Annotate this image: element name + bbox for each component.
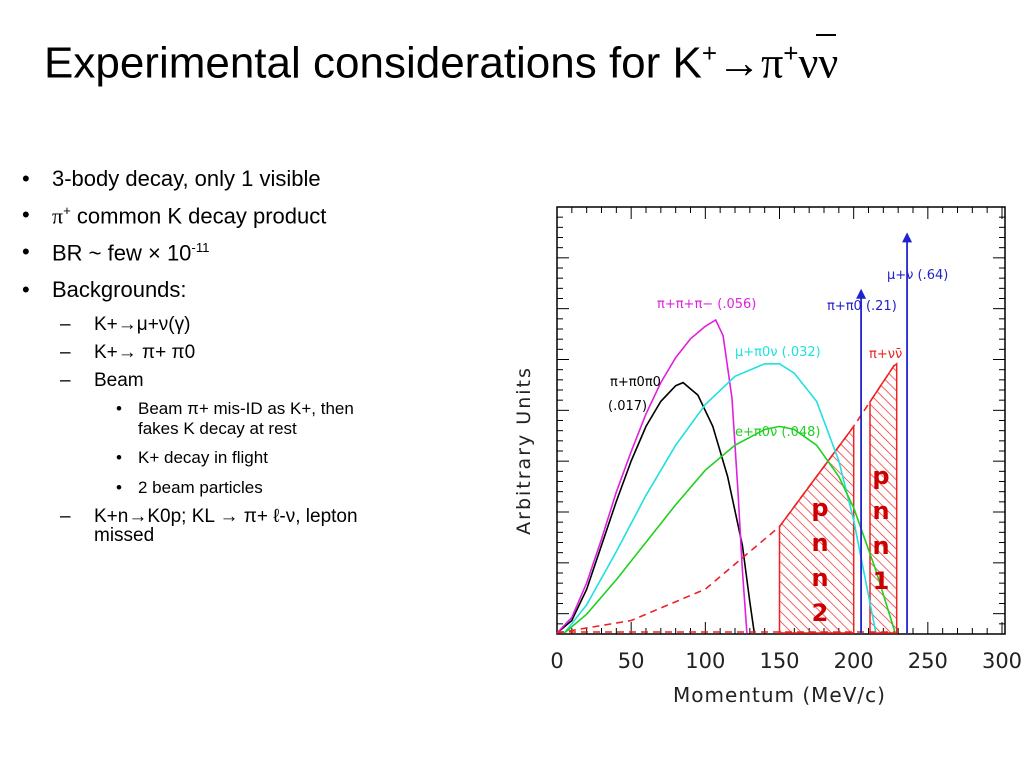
subsub-bullet-item: • 2 beam particles	[116, 477, 263, 497]
pnn1-label: p	[872, 462, 889, 490]
sub-bullet-item: – K+n→K0p; KL → π+ ℓ-ν, lepton missed	[60, 506, 358, 547]
pnn1-label: n	[872, 497, 889, 525]
title-antineutrino-bar	[816, 34, 837, 36]
title-sup-plus-2: +	[783, 38, 799, 68]
pnn2-label: n	[811, 529, 828, 557]
sub-bullet-item: – K+→μ+ν(γ)	[60, 313, 191, 335]
label-epi0nu: e+π0ν (.048)	[735, 425, 820, 440]
page-title: Experimental considerations for K+→π+νν	[44, 34, 839, 88]
pnn1-label: 1	[873, 567, 890, 595]
bullet-item: • 3-body decay, only 1 visible	[22, 166, 321, 191]
label-pipipi: π+π+π− (.056)	[657, 297, 756, 312]
bullet-item: • BR ~ few × 10-11	[22, 239, 210, 266]
x-tick-label: 100	[685, 649, 725, 673]
pnn2-label: 2	[812, 599, 829, 627]
pnn1-label: n	[872, 532, 889, 560]
x-tick-label: 300	[982, 649, 1022, 673]
label-pipi0pi0: π+π0π0	[610, 375, 661, 390]
momentum-chart: 0 50 100 150 200 250 300 Momentum (MeV/c) Arbitr…	[513, 206, 1022, 707]
y-axis-label: Arbitrary Units	[513, 366, 535, 535]
label-munu-arrow: μ+ν (.64)	[887, 268, 948, 283]
title-nunu: νν	[798, 38, 839, 88]
series-line-1	[556, 318, 748, 634]
title-arrow: →	[717, 38, 762, 88]
x-tick-label: 50	[618, 649, 645, 673]
series-line-3	[563, 425, 896, 634]
label-mupi0nu: μ+π0ν (.032)	[735, 345, 821, 360]
bullet-list: • 3-body decay, only 1 visible • π+ common…	[22, 168, 442, 554]
pnn2-label: n	[811, 564, 828, 592]
arrow-head-1	[902, 232, 913, 243]
subsub-bullet-item: • Beam π+ mis-ID as K+, then fakes K decay…	[116, 398, 354, 439]
subsub-bullet-item: • K+ decay in flight	[116, 448, 268, 468]
bullet-item: • Backgrounds:	[22, 276, 187, 302]
x-tick-label: 0	[550, 649, 563, 673]
label-pinunu: π+νν̄	[869, 347, 902, 362]
x-axis-label: Momentum (MeV/c)	[673, 683, 886, 707]
series-line-0	[556, 381, 756, 634]
pnn2-label: p	[811, 494, 828, 522]
x-tick-label: 150	[759, 649, 799, 673]
label-pipi0pi0-br: (.017)	[608, 399, 647, 414]
title-text: Experimental considerations for K	[44, 38, 702, 88]
bullet-item: • π+ common K decay product	[22, 202, 327, 229]
x-tick-label: 200	[834, 649, 874, 673]
label-pipi0-arrow: π+π0 (.21)	[827, 299, 897, 314]
sub-bullet-item: – Beam	[60, 369, 144, 391]
sub-bullet-item: – K+→ π+ π0	[60, 341, 196, 363]
title-sup-plus: +	[701, 38, 718, 68]
x-tick-label: 250	[908, 649, 948, 673]
series-line-2	[563, 363, 877, 634]
title-pi: π	[761, 38, 784, 88]
arrow-head-0	[856, 288, 867, 299]
